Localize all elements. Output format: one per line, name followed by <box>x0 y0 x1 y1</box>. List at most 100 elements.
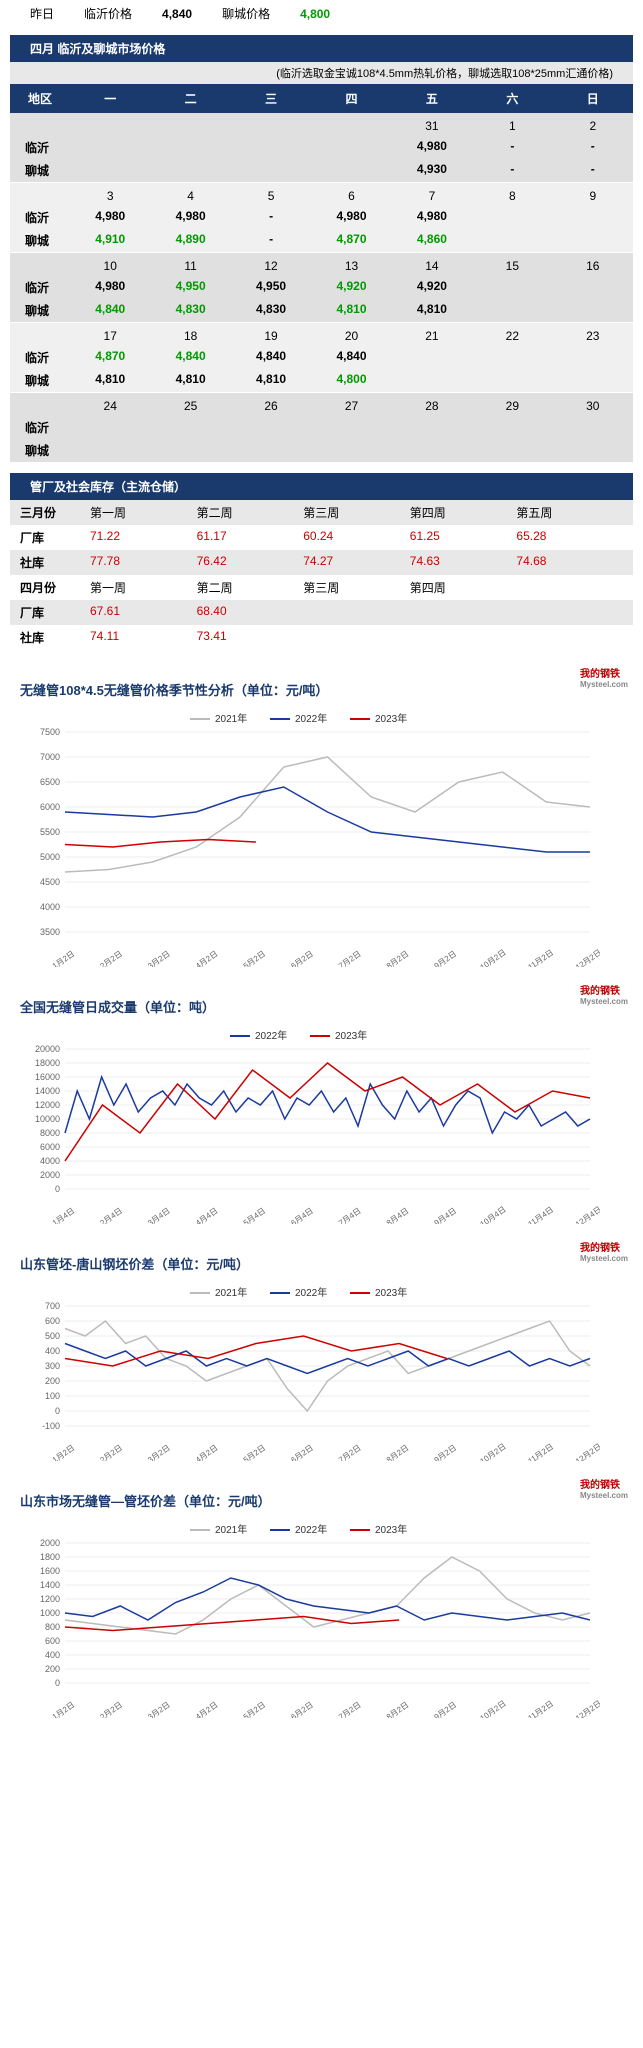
yesterday-label: 昨日 <box>30 5 54 22</box>
date-cell: 9 <box>553 189 633 203</box>
top-summary: 昨日 临沂价格 4,840 聊城价格 4,800 <box>0 0 643 27</box>
svg-text:6月4日: 6月4日 <box>289 1206 315 1224</box>
price-cell <box>553 302 633 319</box>
price-cell: 4,800 <box>311 372 391 389</box>
watermark: 我的钢铁Mysteel.com <box>580 1239 628 1263</box>
svg-text:4500: 4500 <box>40 877 60 887</box>
date-cell: 8 <box>472 189 552 203</box>
svg-text:9月2日: 9月2日 <box>433 1443 459 1461</box>
calendar-title: 四月 临沂及聊城市场价格 <box>10 35 633 62</box>
city-label: 聊城 <box>10 372 70 389</box>
city-label: 临沂 <box>10 279 70 296</box>
svg-text:10月2日: 10月2日 <box>479 1699 508 1718</box>
date-cell: 24 <box>70 399 150 413</box>
date-cell: 30 <box>553 399 633 413</box>
svg-text:2月2日: 2月2日 <box>99 1700 125 1718</box>
price-cell <box>231 419 311 436</box>
svg-text:5000: 5000 <box>40 852 60 862</box>
svg-text:3月4日: 3月4日 <box>146 1206 172 1224</box>
price-cell <box>392 442 472 459</box>
svg-text:2月4日: 2月4日 <box>99 1206 125 1224</box>
price-cell: 4,870 <box>70 349 150 366</box>
svg-text:0: 0 <box>55 1406 60 1416</box>
inv-label: 社库 <box>20 629 90 646</box>
price-cell <box>70 442 150 459</box>
svg-text:8000: 8000 <box>40 1128 60 1138</box>
svg-text:2000: 2000 <box>40 1538 60 1548</box>
date-cell: 11 <box>150 259 230 273</box>
watermark: 我的钢铁Mysteel.com <box>580 982 628 1006</box>
inv-cell: 第二周 <box>197 579 304 596</box>
price-cell: 4,980 <box>311 209 391 226</box>
inv-cell: 第三周 <box>303 504 410 521</box>
price-cell: - <box>553 162 633 179</box>
date-cell: 20 <box>311 329 391 343</box>
inventory-title: 管厂及社会库存（主流仓储） <box>10 473 633 500</box>
city-label: 聊城 <box>10 232 70 249</box>
price-cell: 4,810 <box>231 372 311 389</box>
svg-text:-100: -100 <box>42 1421 60 1431</box>
svg-text:0: 0 <box>55 1678 60 1688</box>
day-header: 一 <box>70 90 150 107</box>
svg-text:12月2日: 12月2日 <box>574 1699 600 1718</box>
price-cell <box>472 279 552 296</box>
svg-text:7000: 7000 <box>40 752 60 762</box>
price-cell: 4,860 <box>392 232 472 249</box>
date-cell: 10 <box>70 259 150 273</box>
svg-text:8月4日: 8月4日 <box>385 1206 411 1224</box>
svg-text:1月2日: 1月2日 <box>51 949 77 967</box>
svg-text:2023年: 2023年 <box>375 712 407 725</box>
calendar-header: 地区一二三四五六日 <box>10 84 633 113</box>
price-cell: 4,840 <box>311 349 391 366</box>
svg-text:300: 300 <box>45 1361 60 1371</box>
price-cell <box>392 372 472 389</box>
inv-cell: 67.61 <box>90 604 197 621</box>
inv-cell: 74.68 <box>516 554 623 571</box>
price-cell <box>231 162 311 179</box>
price-cell <box>553 349 633 366</box>
date-cell: 3 <box>70 189 150 203</box>
price-cell: 4,840 <box>70 302 150 319</box>
inv-cell: 74.63 <box>410 554 517 571</box>
date-cell: 7 <box>392 189 472 203</box>
inv-cell: 第四周 <box>410 579 517 596</box>
price-cell: - <box>472 139 552 156</box>
svg-text:6月2日: 6月2日 <box>289 1700 315 1718</box>
price-cell: 4,810 <box>70 372 150 389</box>
city-label: 聊城 <box>10 162 70 179</box>
price-cell: 4,980 <box>150 209 230 226</box>
date-cell: 15 <box>472 259 552 273</box>
date-cell: 22 <box>472 329 552 343</box>
inv-cell <box>303 604 410 621</box>
date-cell: 16 <box>553 259 633 273</box>
svg-text:4月4日: 4月4日 <box>194 1206 220 1224</box>
price-cell <box>311 162 391 179</box>
svg-text:8月2日: 8月2日 <box>385 1443 411 1461</box>
svg-text:1600: 1600 <box>40 1566 60 1576</box>
calendar-body: 3112临沂4,980--聊城4,930--3456789临沂4,9804,98… <box>10 113 633 463</box>
svg-text:5500: 5500 <box>40 827 60 837</box>
day-header: 日 <box>553 90 633 107</box>
price-cell: 4,920 <box>392 279 472 296</box>
svg-text:2021年: 2021年 <box>215 1286 247 1299</box>
price-cell: 4,980 <box>70 279 150 296</box>
svg-text:2023年: 2023年 <box>375 1286 407 1299</box>
inv-cell: 第五周 <box>516 504 623 521</box>
inv-cell: 77.78 <box>90 554 197 571</box>
svg-text:11月2日: 11月2日 <box>526 1699 555 1718</box>
svg-text:20000: 20000 <box>35 1044 60 1054</box>
svg-text:1800: 1800 <box>40 1552 60 1562</box>
price-cell: 4,980 <box>392 209 472 226</box>
svg-text:12000: 12000 <box>35 1100 60 1110</box>
price-cell: 4,810 <box>392 302 472 319</box>
svg-text:6月2日: 6月2日 <box>289 949 315 967</box>
linyi-value: 4,840 <box>162 7 192 21</box>
inv-cell: 76.42 <box>197 554 304 571</box>
date-cell: 23 <box>553 329 633 343</box>
price-cell <box>472 372 552 389</box>
liaocheng-label: 聊城价格 <box>222 5 270 22</box>
date-cell <box>311 119 391 133</box>
price-cell: 4,870 <box>311 232 391 249</box>
svg-text:5月2日: 5月2日 <box>242 949 268 967</box>
day-header: 四 <box>311 90 391 107</box>
